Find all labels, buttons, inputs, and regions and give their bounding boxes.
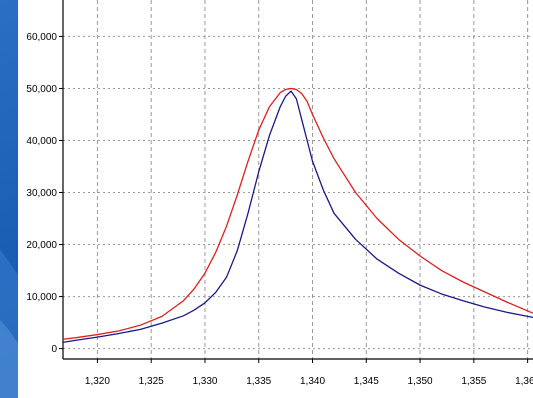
x-tick-label: 1,345: [354, 376, 379, 387]
x-tick-label: 1,355: [461, 376, 486, 387]
x-tick-label: 1,340: [300, 376, 325, 387]
axes: [59, 0, 533, 363]
x-axis-ticks: 1,320 1,325 1,330 1,335 1,340 1,345 1,350 1,355…: [85, 376, 533, 387]
line-chart: 0 10,000 20,000 30,000 40,000 50,000 60,000 1,…: [26, 0, 533, 387]
grid: [63, 0, 533, 359]
y-tick-label: 60,000: [26, 32, 57, 43]
series-line-1: [62, 87, 533, 340]
y-tick-label: 30,000: [26, 188, 57, 199]
y-axis-ticks: 0 10,000 20,000 30,000 40,000 50,000 60,000: [26, 32, 57, 355]
y-tick-label: 50,000: [26, 84, 57, 95]
y-tick-label: 0: [51, 344, 57, 355]
series-line-2: [62, 90, 533, 343]
x-tick-label: 1,330: [192, 376, 217, 387]
x-tick-label: 1,325: [139, 376, 164, 387]
y-tick-label: 10,000: [26, 292, 57, 303]
chart-panel: 0 10,000 20,000 30,000 40,000 50,000 60,000 1,…: [18, 0, 533, 398]
x-tick-label: 1,350: [408, 376, 433, 387]
y-tick-label: 40,000: [26, 136, 57, 147]
series-group: [62, 87, 533, 343]
x-tick-label: 1,360: [515, 376, 533, 387]
x-tick-label: 1,335: [246, 376, 271, 387]
x-tick-label: 1,320: [85, 376, 110, 387]
y-tick-label: 20,000: [26, 240, 57, 251]
